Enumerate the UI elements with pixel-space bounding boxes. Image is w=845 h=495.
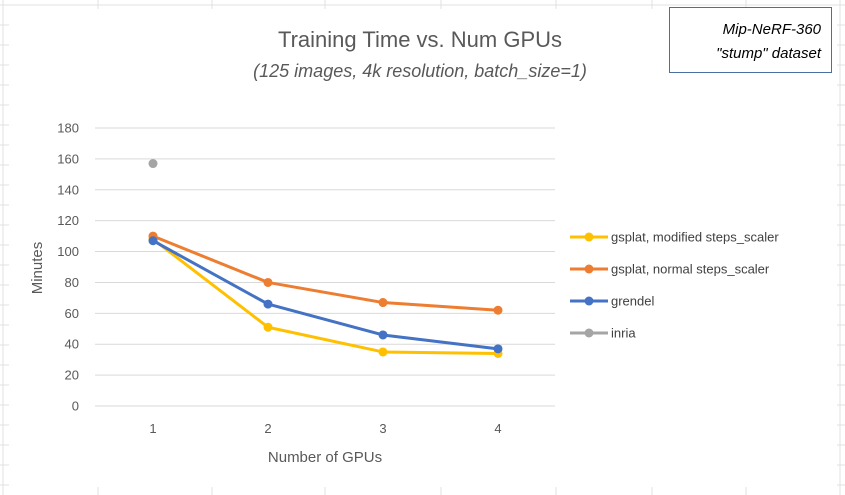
y-tick-label: 160 xyxy=(57,151,79,166)
data-point xyxy=(263,277,273,287)
series-line xyxy=(152,238,499,355)
legend-swatch-marker xyxy=(584,264,594,274)
series-1 xyxy=(148,231,503,315)
x-tick-label: 3 xyxy=(379,421,386,436)
y-tick-label: 80 xyxy=(65,275,79,290)
y-tick-label: 180 xyxy=(57,121,79,136)
data-point xyxy=(493,305,503,315)
data-point xyxy=(148,159,158,169)
legend-item-0: gsplat, modified steps_scaler xyxy=(570,230,779,245)
series-line xyxy=(152,234,499,312)
legend-swatch-marker xyxy=(584,296,594,306)
data-point xyxy=(148,236,158,246)
y-axis-title: Minutes xyxy=(29,242,46,295)
legend-label: grendel xyxy=(611,294,654,309)
x-tick-label: 4 xyxy=(494,421,501,436)
data-point xyxy=(378,330,388,340)
x-tick-label: 2 xyxy=(264,421,271,436)
y-tick-label: 120 xyxy=(57,213,79,228)
legend-label: gsplat, normal steps_scaler xyxy=(611,262,770,277)
data-point xyxy=(378,298,388,308)
y-tick-label: 40 xyxy=(65,337,79,352)
y-tick-label: 140 xyxy=(57,182,79,197)
data-point xyxy=(493,344,503,354)
series-line xyxy=(152,239,499,351)
data-point xyxy=(378,347,388,357)
y-tick-label: 20 xyxy=(65,368,79,383)
annotation-line-1: Mip-NeRF-360 xyxy=(722,21,821,38)
legend-label: inria xyxy=(611,326,636,341)
legend-swatch-marker xyxy=(584,328,594,338)
legend-item-1: gsplat, normal steps_scaler xyxy=(570,262,770,277)
legend-item-2: grendel xyxy=(570,294,654,309)
series-2 xyxy=(148,236,503,354)
x-axis-title: Number of GPUs xyxy=(268,449,382,466)
data-point xyxy=(263,322,273,332)
legend: gsplat, modified steps_scaler gsplat, nor… xyxy=(570,230,779,341)
legend-swatch-marker xyxy=(584,232,594,242)
x-tick-label: 1 xyxy=(149,421,156,436)
y-tick-label: 0 xyxy=(72,399,79,414)
y-tick-labels: 0 20 40 60 80 100 120 140 160 180 xyxy=(57,121,79,414)
y-tick-label: 100 xyxy=(57,244,79,259)
chart-title: Training Time vs. Num GPUs xyxy=(278,27,562,52)
series-3 xyxy=(148,159,158,169)
chart-plot-background xyxy=(9,9,837,487)
legend-label: gsplat, modified steps_scaler xyxy=(611,230,779,245)
y-tick-label: 60 xyxy=(65,306,79,321)
dataset-annotation-box: Mip-NeRF-360 "stump" dataset xyxy=(669,7,832,73)
series-layer xyxy=(148,159,503,358)
chart-subtitle: (125 images, 4k resolution, batch_size=1… xyxy=(253,61,587,81)
annotation-line-2: "stump" dataset xyxy=(716,45,821,62)
x-tick-labels: 1 2 3 4 xyxy=(149,421,501,436)
y-gridlines xyxy=(95,127,555,407)
legend-item-3: inria xyxy=(570,326,636,341)
data-point xyxy=(263,299,273,309)
